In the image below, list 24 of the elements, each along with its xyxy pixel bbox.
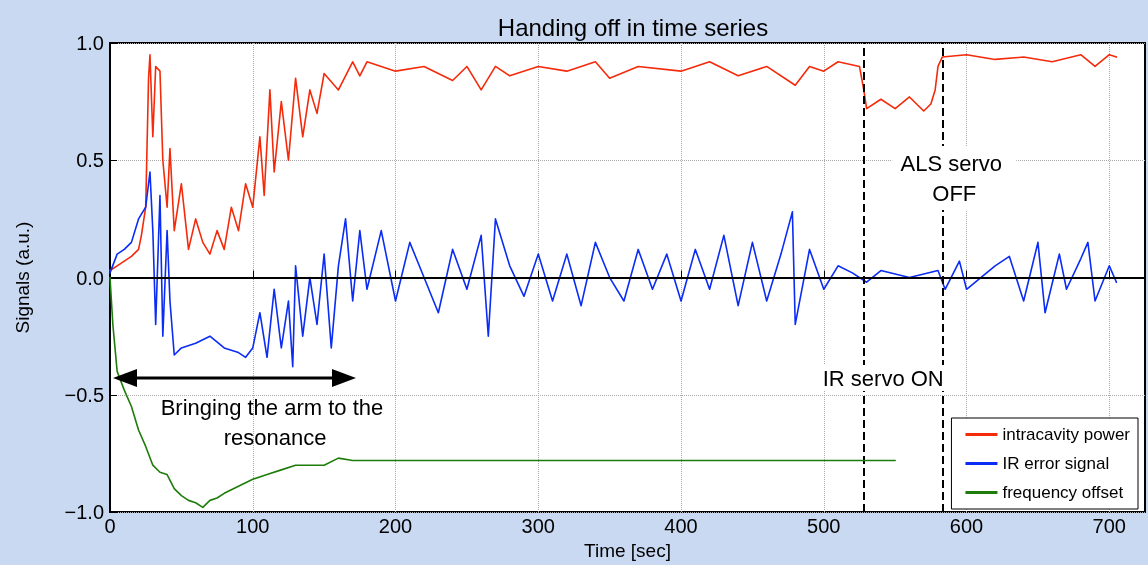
ref-line-label: IR servo ON <box>822 365 944 391</box>
legend-label: IR error signal <box>1002 454 1110 473</box>
y-tick-label: −1.0 <box>64 501 104 524</box>
chart-title: Handing off in time series <box>497 13 769 41</box>
x-tick-label: 600 <box>949 515 984 538</box>
x-tick-label: 300 <box>521 515 555 538</box>
x-tick-label: 700 <box>1092 515 1126 538</box>
x-tick-label: 100 <box>236 515 270 538</box>
x-tick-label: 400 <box>664 515 698 538</box>
x-axis-title: Time [sec] <box>584 540 671 561</box>
y-tick-label: 0.0 <box>76 266 104 289</box>
x-tick-label: 500 <box>807 515 841 538</box>
legend-label: intracavity power <box>1002 425 1131 444</box>
x-tick-label: 0 <box>104 515 116 538</box>
y-axis-title: Signals (a.u.) <box>12 221 33 334</box>
x-tick-label: 200 <box>378 515 413 538</box>
ref-line-label: ALS servo OFF <box>900 150 1009 206</box>
line-series <box>109 53 1118 272</box>
annotation: Bringing the arm to the resonance <box>160 394 390 450</box>
line-series <box>109 171 1118 368</box>
y-tick-label: −0.5 <box>64 383 104 406</box>
y-tick-label: 1.0 <box>76 32 104 54</box>
legend-label: frequency offset <box>1002 483 1124 502</box>
y-tick-label: 0.5 <box>76 149 104 172</box>
